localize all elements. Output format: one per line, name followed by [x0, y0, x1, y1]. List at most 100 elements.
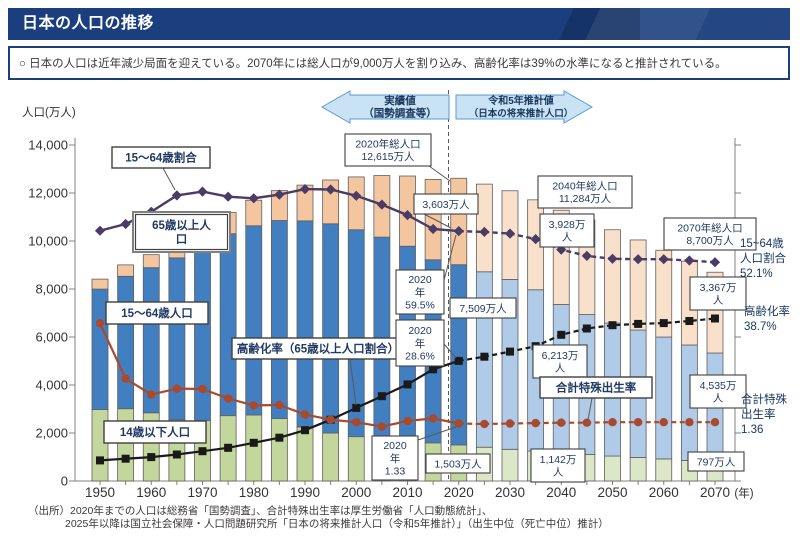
svg-text:高齢化率: 高齢化率: [744, 304, 790, 318]
svg-text:（日本の将来推計人口）: （日本の将来推計人口）: [469, 108, 574, 120]
svg-text:12,615万人: 12,615万人: [361, 151, 415, 163]
svg-text:15～64歳人口: 15～64歳人口: [121, 306, 193, 320]
svg-text:(年): (年): [734, 486, 753, 500]
population-bars: [91, 175, 724, 482]
svg-text:口: 口: [176, 233, 188, 246]
side-aging: 高齢化率 38.7%: [744, 304, 790, 333]
title-bar: 日本の人口の推移: [8, 8, 790, 40]
svg-text:14歳以下人口: 14歳以下人口: [120, 425, 190, 439]
svg-text:59.5%: 59.5%: [405, 300, 435, 312]
svg-text:2,000: 2,000: [35, 426, 68, 441]
svg-text:年: 年: [415, 337, 426, 350]
svg-text:2020: 2020: [408, 274, 432, 286]
svg-text:人: 人: [555, 363, 566, 375]
title-bar-accent-dark: [520, 8, 640, 40]
population-chart: 0 2,000 4,000 6,000 8,000 10,000 12,000 14,000 1…: [22, 90, 790, 500]
svg-text:2030: 2030: [495, 485, 525, 500]
svg-text:人: 人: [713, 393, 724, 405]
side-tfr: 合計特殊出生率 1.36: [741, 392, 787, 436]
y-axis-title: 人口(万人): [22, 106, 76, 119]
svg-text:797万人: 797万人: [697, 456, 736, 468]
svg-text:8,700万人: 8,700万人: [686, 235, 734, 247]
svg-text:人: 人: [562, 232, 573, 244]
svg-text:実績値: 実績値: [384, 94, 416, 107]
svg-text:人口割合: 人口割合: [740, 251, 786, 265]
svg-text:52.1%: 52.1%: [740, 268, 773, 280]
fertility-line-markers: [95, 319, 720, 431]
svg-text:10,000: 10,000: [28, 234, 68, 249]
x-axis-labels: 1950 1960 1970 1980 1990 2000 2010 2020 2030 2040…: [85, 485, 754, 500]
source-note: （出所）2020年までの人口は総務省「国勢調査」、合計特殊出生率は厚生労働省「人…: [28, 505, 609, 531]
svg-text:1950: 1950: [85, 485, 115, 500]
svg-text:合計特殊出生率: 合計特殊出生率: [556, 380, 637, 394]
ann-797: 797万人: [687, 451, 745, 472]
svg-text:2050: 2050: [597, 485, 627, 500]
svg-text:6,213万: 6,213万: [542, 350, 579, 362]
label-15-64-pop: 15～64歳人口: [105, 301, 209, 325]
svg-text:1,503万人: 1,503万人: [434, 458, 482, 470]
svg-text:1.33: 1.33: [385, 466, 406, 478]
svg-text:3,367万: 3,367万: [700, 282, 737, 294]
svg-text:年: 年: [390, 452, 401, 465]
svg-text:2060: 2060: [649, 485, 679, 500]
svg-text:38.7%: 38.7%: [744, 321, 777, 333]
svg-text:人: 人: [713, 295, 724, 307]
actual-period-arrow: 実績値（国勢調査等）: [320, 90, 450, 124]
svg-text:2000: 2000: [341, 485, 371, 500]
svg-text:1970: 1970: [187, 485, 217, 500]
svg-text:2040年総人口: 2040年総人口: [552, 179, 617, 192]
svg-text:28.6%: 28.6%: [405, 351, 435, 363]
svg-text:0: 0: [61, 474, 68, 489]
projection-period-arrow: 令和5年推計値（日本の将来推計人口）: [455, 90, 594, 124]
svg-text:出生率: 出生率: [741, 407, 776, 421]
svg-text:3,603万人: 3,603万人: [422, 199, 470, 211]
svg-text:年: 年: [415, 286, 426, 299]
label-aging-rate: 高齢化率（65歳以上人口割合）: [231, 337, 405, 406]
svg-text:合計特殊: 合計特殊: [741, 392, 787, 406]
svg-text:2020年総人口: 2020年総人口: [355, 137, 420, 150]
svg-text:65歳以上人: 65歳以上人: [152, 218, 211, 232]
svg-text:1.36: 1.36: [741, 424, 763, 436]
label-65-plus: 65歳以上人口: [132, 211, 231, 253]
label-0-14: 14歳以下人口: [103, 420, 207, 444]
page-title: 日本の人口の推移: [22, 15, 155, 32]
svg-text:15~64歳: 15~64歳: [740, 237, 784, 250]
svg-text:令和5年推計値: 令和5年推計値: [487, 94, 554, 107]
ann-3603: 3,603万人: [413, 193, 479, 229]
svg-text:1960: 1960: [136, 485, 166, 500]
ann-7509: 7,509万人: [449, 297, 517, 319]
summary-box: ○ 日本の人口は近年減少局面を迎えている。2070年には総人口が9,000万人を…: [8, 46, 790, 80]
svg-text:6,000: 6,000: [35, 330, 68, 345]
svg-text:11,284万人: 11,284万人: [559, 193, 612, 205]
y-axis-labels: 0 2,000 4,000 6,000 8,000 10,000 12,000 14,000: [28, 138, 68, 489]
svg-text:2070年総人口: 2070年総人口: [677, 221, 742, 234]
source-line-2: 2025年以降は国立社会保障・人口問題研究所「日本の将来推計人口（令和5年推計）…: [65, 518, 609, 530]
svg-text:（国勢調査等）: （国勢調査等）: [363, 107, 437, 120]
svg-text:8,000: 8,000: [35, 282, 68, 297]
label-15-64-ratio: 15～64歳割合: [111, 146, 211, 191]
svg-text:2010: 2010: [392, 485, 422, 500]
svg-text:2020: 2020: [383, 440, 407, 452]
svg-text:3,928万: 3,928万: [549, 219, 586, 231]
svg-text:7,509万人: 7,509万人: [459, 303, 507, 315]
svg-text:12,000: 12,000: [28, 186, 68, 201]
svg-text:2020: 2020: [408, 325, 432, 337]
svg-text:2040: 2040: [546, 485, 576, 500]
label-tfr: 合計特殊出生率: [539, 376, 653, 421]
svg-text:15～64歳割合: 15～64歳割合: [125, 150, 197, 164]
svg-text:高齢化率（65歳以上人口割合）: 高齢化率（65歳以上人口割合）: [237, 341, 399, 355]
svg-text:2020: 2020: [444, 485, 474, 500]
svg-text:1,142万: 1,142万: [540, 454, 577, 466]
